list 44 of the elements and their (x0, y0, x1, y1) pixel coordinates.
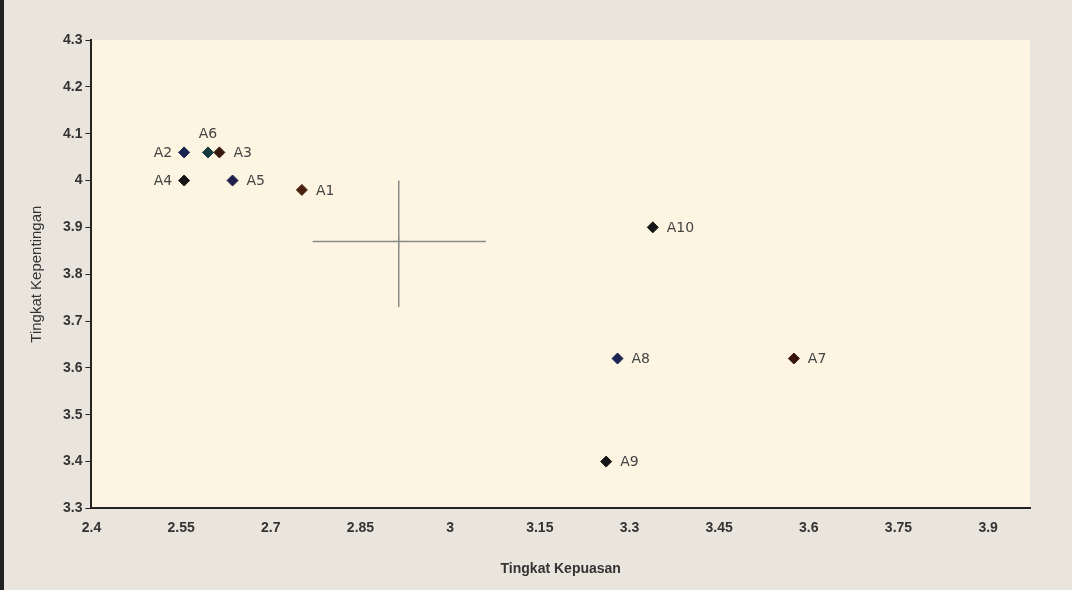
point (646, 221, 659, 234)
y-tick-label: 4.2 (62, 77, 83, 94)
annotation: A7 (807, 350, 827, 367)
x-tick-label: 3.15 (526, 518, 554, 535)
y-tick-label: 4.3 (62, 30, 83, 47)
x-tick-label: 2.55 (167, 518, 195, 535)
annotation: A6 (198, 125, 218, 142)
x-tick-label: 2.7 (261, 518, 281, 535)
point (226, 174, 239, 187)
point (600, 455, 613, 468)
point (295, 183, 308, 196)
x-tick-label: 3 (446, 518, 455, 535)
x-tick-label: 3.45 (705, 518, 733, 535)
point (178, 174, 191, 187)
y-tick-label: 4 (74, 171, 83, 188)
x-axis-title: Tingkat Kepuasan (500, 560, 621, 577)
annotation: A5 (246, 172, 266, 189)
y-tick-label: 3.5 (62, 405, 83, 422)
annotation: A2 (153, 144, 173, 161)
annotation: A1 (315, 181, 335, 198)
y-axis-title: Tingkat Kepentingan (27, 205, 45, 343)
annotation: A10 (666, 219, 695, 235)
y-tick-label: 3.8 (62, 265, 83, 282)
annotation: A9 (620, 453, 639, 470)
y-tick-label: 3.4 (62, 452, 83, 469)
x-tick-label: 3.3 (619, 518, 640, 535)
annotation: A4 (153, 172, 173, 189)
x-tick-label: 2.85 (346, 518, 375, 535)
y-tick-label: 3.7 (62, 311, 83, 328)
point (611, 352, 624, 365)
point (213, 146, 226, 159)
y-tick-label: 3.3 (62, 499, 83, 516)
y-tick-label: 3.6 (62, 358, 83, 375)
x-tick-label: 3.75 (884, 518, 913, 535)
point (787, 352, 800, 365)
y-tick-label: 4.1 (62, 124, 83, 141)
x-tick-label: 2.4 (81, 518, 102, 535)
x-tick-label: 3.9 (978, 518, 999, 535)
annotation: A3 (233, 144, 252, 161)
point (178, 146, 191, 159)
y-tick-label: 3.9 (62, 218, 83, 235)
annotation: A8 (631, 350, 651, 367)
x-tick-label: 3.6 (799, 518, 819, 535)
point (202, 146, 215, 159)
